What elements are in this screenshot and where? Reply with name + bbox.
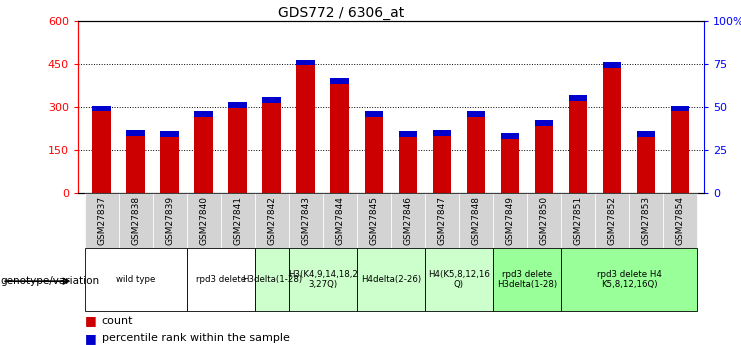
Text: GSM27853: GSM27853 [642, 196, 651, 245]
Bar [289, 248, 357, 310]
Bar [126, 130, 145, 136]
Bar [126, 130, 145, 193]
Bar [323, 193, 357, 248]
Text: GSM27843: GSM27843 [302, 196, 310, 245]
Bar [527, 193, 561, 248]
Text: rpd3 delete H4
K5,8,12,16Q): rpd3 delete H4 K5,8,12,16Q) [597, 270, 662, 289]
Bar [330, 78, 349, 84]
Bar [535, 120, 554, 126]
Text: GSM27842: GSM27842 [268, 196, 276, 245]
Bar [357, 193, 391, 248]
Bar [357, 248, 425, 310]
Bar [262, 97, 281, 193]
Text: ■: ■ [85, 314, 97, 327]
Bar [595, 193, 629, 248]
Text: H3delta(1-28): H3delta(1-28) [242, 275, 302, 284]
Bar [262, 97, 281, 103]
Bar [501, 133, 519, 139]
Text: GSM27841: GSM27841 [233, 196, 242, 245]
Bar [221, 193, 255, 248]
Bar [255, 248, 289, 310]
Bar [493, 248, 561, 310]
Bar [602, 62, 622, 68]
Bar [501, 133, 519, 193]
Bar [153, 193, 187, 248]
Bar [365, 111, 383, 117]
Text: GSM27845: GSM27845 [369, 196, 379, 245]
Text: H4(K5,8,12,16
Q): H4(K5,8,12,16 Q) [428, 270, 490, 289]
Bar [391, 193, 425, 248]
Text: wild type: wild type [116, 275, 156, 284]
Bar [433, 130, 451, 136]
Text: GSM27850: GSM27850 [539, 196, 548, 245]
Bar [228, 102, 247, 108]
Text: GSM27851: GSM27851 [574, 196, 582, 245]
Bar [561, 248, 697, 310]
Text: H4delta(2-26): H4delta(2-26) [361, 275, 421, 284]
Bar [255, 193, 289, 248]
Title: GDS772 / 6306_at: GDS772 / 6306_at [278, 6, 404, 20]
Bar [629, 193, 663, 248]
Bar [399, 131, 417, 137]
Bar [296, 60, 315, 193]
Text: GSM27837: GSM27837 [97, 196, 106, 245]
Bar [194, 111, 213, 193]
Bar [568, 96, 588, 101]
Bar [493, 193, 527, 248]
Text: GSM27840: GSM27840 [199, 196, 208, 245]
Bar [663, 193, 697, 248]
Bar [160, 131, 179, 137]
Bar [535, 120, 554, 193]
Text: GSM27847: GSM27847 [437, 196, 446, 245]
Text: count: count [102, 316, 133, 326]
Text: GSM27854: GSM27854 [676, 196, 685, 245]
Bar [296, 60, 315, 65]
Bar [671, 106, 689, 111]
Bar [671, 106, 689, 193]
Bar [459, 193, 493, 248]
Text: rpd3 delete: rpd3 delete [196, 275, 246, 284]
Text: percentile rank within the sample: percentile rank within the sample [102, 333, 290, 343]
Bar [365, 111, 383, 193]
Bar [425, 193, 459, 248]
Bar [330, 78, 349, 193]
Bar [119, 193, 153, 248]
Bar [399, 131, 417, 193]
Bar [84, 248, 187, 310]
Bar [93, 106, 111, 111]
Text: GSM27838: GSM27838 [131, 196, 140, 245]
Text: GSM27849: GSM27849 [505, 196, 514, 245]
Bar [194, 111, 213, 117]
Text: GSM27848: GSM27848 [471, 196, 480, 245]
Bar [84, 193, 119, 248]
Bar [637, 131, 656, 193]
Text: GSM27839: GSM27839 [165, 196, 174, 245]
Bar [228, 102, 247, 193]
Bar [602, 62, 622, 193]
Text: GSM27852: GSM27852 [608, 196, 617, 245]
Bar [637, 131, 656, 137]
Text: rpd3 delete
H3delta(1-28): rpd3 delete H3delta(1-28) [497, 270, 557, 289]
Bar [433, 130, 451, 193]
Bar [568, 96, 588, 193]
Text: genotype/variation: genotype/variation [1, 276, 100, 286]
Text: GSM27844: GSM27844 [336, 196, 345, 245]
Bar [467, 111, 485, 193]
Bar [187, 248, 255, 310]
Bar [160, 131, 179, 193]
Bar [187, 193, 221, 248]
Text: ■: ■ [85, 332, 97, 345]
Bar [93, 106, 111, 193]
Text: H3(K4,9,14,18,2
3,27Q): H3(K4,9,14,18,2 3,27Q) [288, 270, 358, 289]
Bar [467, 111, 485, 117]
Bar [561, 193, 595, 248]
Text: GSM27846: GSM27846 [403, 196, 413, 245]
Bar [425, 248, 493, 310]
Bar [289, 193, 323, 248]
